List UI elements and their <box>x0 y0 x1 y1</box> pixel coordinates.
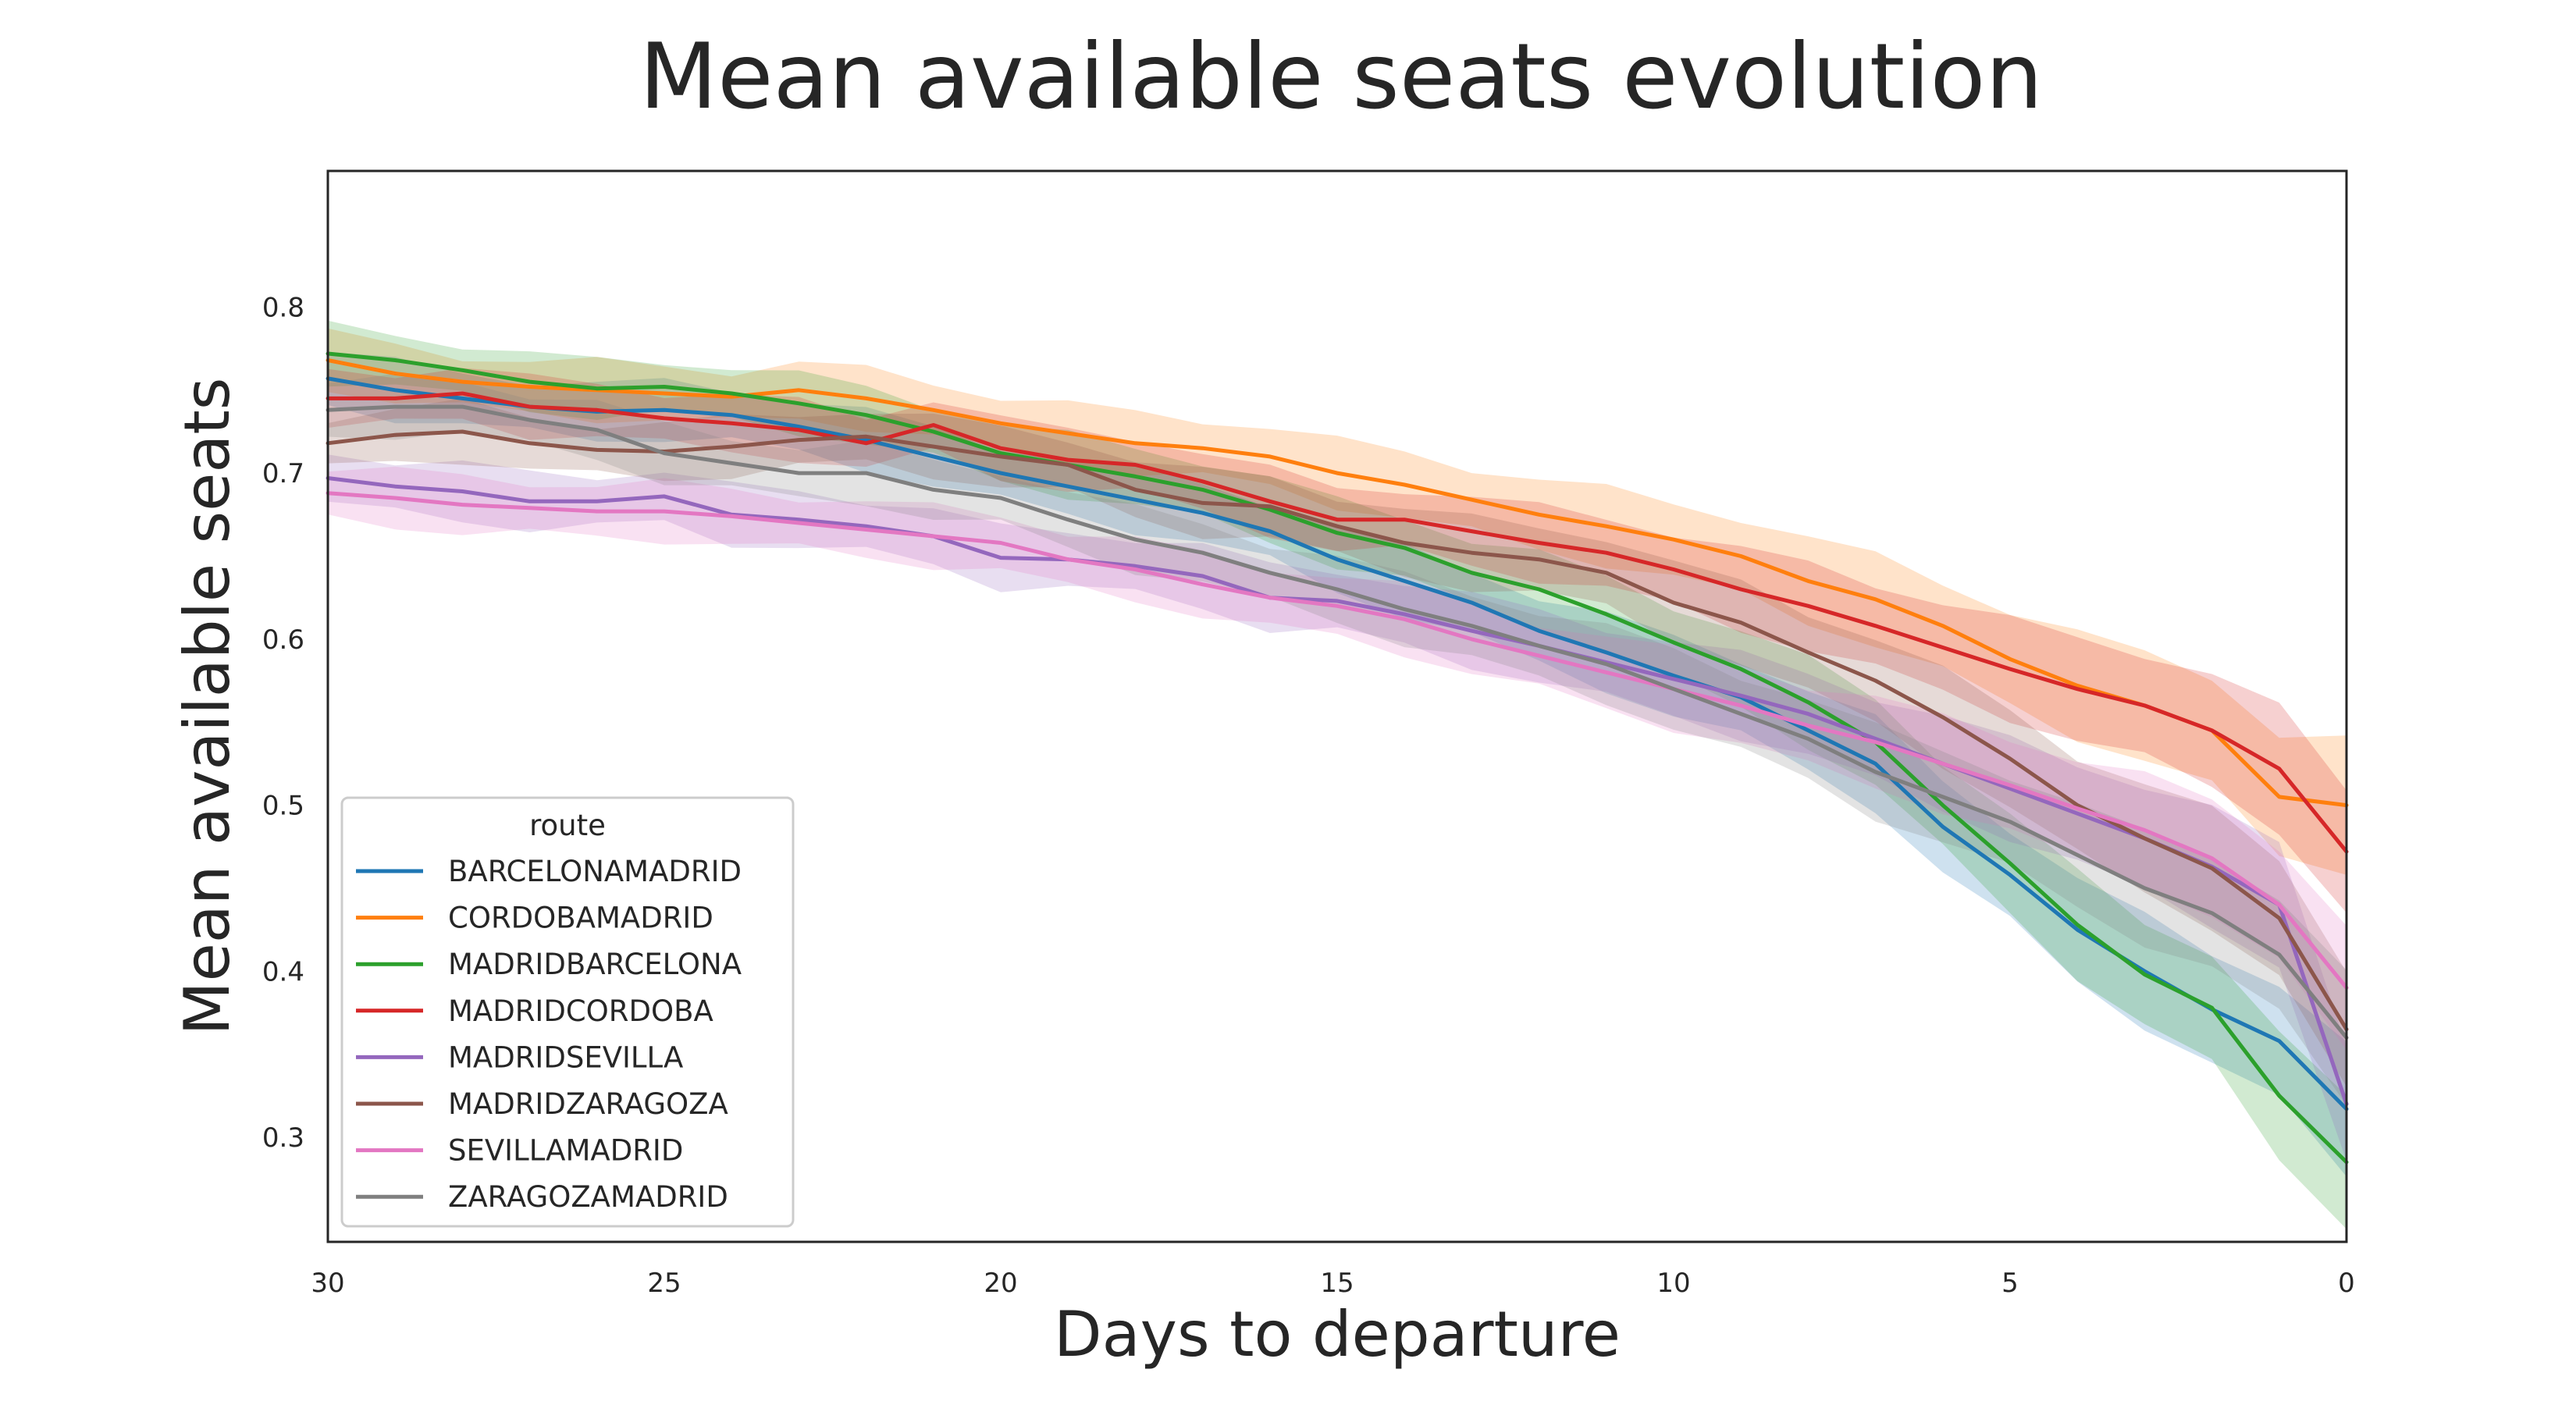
confidence-band-madridbarcelona <box>328 320 2347 1229</box>
series-line-zaragozamadrid <box>326 404 2349 1040</box>
x-axis-label: Days to departure <box>1054 1298 1621 1371</box>
series-line-sevillamadrid <box>326 491 2349 990</box>
series-line-madridbarcelona <box>326 351 2349 1165</box>
y-axis-ticks: 0.3 0.4 0.5 0.6 0.7 0.8 <box>262 292 304 1154</box>
confidence-band-madridzaragoza <box>328 398 2347 1087</box>
series-line-madridcordoba <box>326 391 2349 854</box>
series-line-madridsevilla <box>326 476 2349 1106</box>
y-tick-label: 0.6 <box>262 624 304 656</box>
series-lines <box>326 351 2349 1165</box>
legend: route BARCELONAMADRID CORDOBAMADRID MADRID… <box>340 796 795 1228</box>
series-line-cordobamadrid <box>326 358 2349 808</box>
legend-label-madridsevilla: MADRIDSEVILLA <box>448 1040 683 1074</box>
legend-items: BARCELONAMADRID CORDOBAMADRID MADRIDBARCEL… <box>356 855 742 1214</box>
legend-label-madridzaragoza: MADRIDZARAGOZA <box>448 1087 728 1121</box>
x-tick-label: 5 <box>2001 1268 2019 1299</box>
x-tick-label: 0 <box>2338 1268 2355 1299</box>
y-tick-label: 0.4 <box>262 956 304 987</box>
legend-box <box>340 796 795 1228</box>
y-tick-label: 0.5 <box>262 791 304 822</box>
legend-title: route <box>529 809 606 842</box>
x-tick-label: 30 <box>311 1268 344 1299</box>
confidence-band-madridcordoba <box>328 368 2347 913</box>
x-tick-label: 20 <box>984 1268 1017 1299</box>
legend-label-madridcordoba: MADRIDCORDOBA <box>448 994 713 1028</box>
x-tick-label: 10 <box>1656 1268 1690 1299</box>
plot-frame <box>326 169 2348 1243</box>
x-axis-ticks: 30 25 20 15 10 5 0 <box>311 1268 2354 1299</box>
y-tick-label: 0.3 <box>262 1122 304 1154</box>
legend-label-zaragozamadrid: ZARAGOZAMADRID <box>448 1180 728 1214</box>
chart-title: Mean available seats evolution <box>639 24 2043 130</box>
series-line-barcelonamadrid <box>326 376 2349 1112</box>
confidence-band-sevillamadrid <box>328 466 2347 1051</box>
y-axis-label: Mean available seats <box>171 378 244 1036</box>
legend-label-barcelonamadrid: BARCELONAMADRID <box>448 855 742 888</box>
legend-label-cordobamadrid: CORDOBAMADRID <box>448 902 713 935</box>
x-tick-label: 15 <box>1320 1268 1354 1299</box>
x-tick-label: 25 <box>647 1268 681 1299</box>
legend-label-madridbarcelona: MADRIDBARCELONA <box>448 948 742 981</box>
y-tick-label: 0.8 <box>262 292 304 323</box>
y-tick-label: 0.7 <box>262 458 304 489</box>
legend-label-sevillamadrid: SEVILLAMADRID <box>448 1134 683 1168</box>
